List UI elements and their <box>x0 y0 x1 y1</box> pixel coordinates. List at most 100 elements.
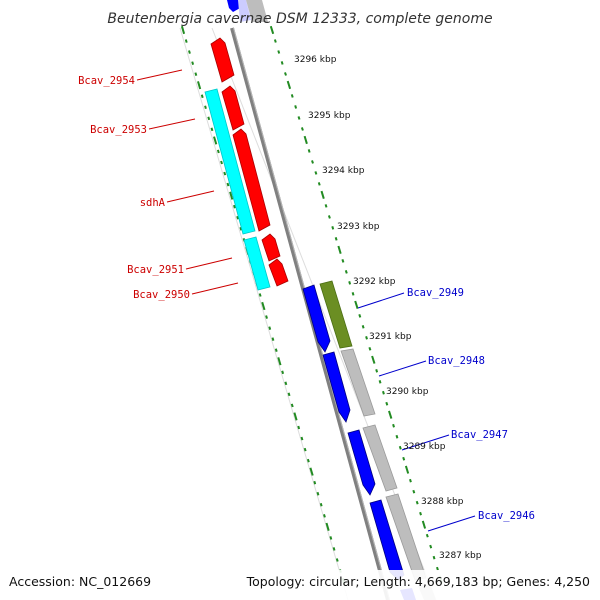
gene-arrow-sdha <box>232 128 271 232</box>
scale-dot <box>409 478 412 483</box>
scale-dot <box>273 39 277 43</box>
gene-label-bcav-2946[interactable]: Bcav_2946 <box>478 510 535 522</box>
scale-dot <box>317 182 321 186</box>
leader-bcav-2953 <box>148 118 196 130</box>
scale-dot <box>300 127 304 131</box>
forward-strand-features <box>302 280 436 600</box>
scale-dot <box>425 533 429 538</box>
leader-sdha <box>166 190 215 203</box>
cds-cyan-feature-short <box>243 236 271 291</box>
scale-dot <box>332 547 336 551</box>
scale-dot <box>351 292 355 296</box>
scale-dot <box>220 160 223 165</box>
leader-bcav-2949 <box>357 292 405 309</box>
scale-dot <box>323 514 326 518</box>
scale-dot <box>385 401 389 406</box>
gene-label-bcav-2953[interactable]: Bcav_2953 <box>90 124 147 136</box>
scale-dot <box>324 204 328 208</box>
scale-dot <box>280 61 284 65</box>
gene-label-bcav-2948[interactable]: Bcav_2948 <box>428 355 485 367</box>
kbp-label: 3296 kbp <box>294 55 337 65</box>
scale-dot <box>415 500 419 505</box>
kbp-label: 3288 kbp <box>421 497 464 507</box>
scale-dot <box>258 293 262 297</box>
scale-major-tick <box>180 25 186 35</box>
topology-label: Topology: circular; Length: 4,669,183 bp… <box>246 574 590 589</box>
scale-dot <box>284 72 287 76</box>
cds-cyan-feature-long <box>204 88 256 235</box>
scale-major-tick <box>303 135 308 145</box>
leader-bcav-2948 <box>378 360 427 377</box>
scale-dot <box>300 436 304 441</box>
scale-dot <box>412 489 416 494</box>
scale-dot <box>188 50 191 54</box>
label-leader-lines <box>136 69 476 532</box>
scale-major-tick <box>229 191 234 200</box>
top-grey-feature <box>246 0 268 22</box>
gene-arrow-bcav-2950 <box>268 258 289 287</box>
gene-label-bcav-2949[interactable]: Bcav_2949 <box>407 287 464 299</box>
scale-dot <box>216 149 220 154</box>
scale-dot <box>294 105 298 109</box>
scale-major-tick <box>421 520 427 529</box>
scale-dot <box>306 458 310 463</box>
scale-dot <box>361 325 365 329</box>
leader-bcav-2947 <box>401 434 450 451</box>
right-dotted-scale <box>269 25 443 584</box>
scale-major-tick <box>309 467 314 476</box>
top-lavender-feature <box>238 0 251 22</box>
gene-arrow-bcav-2953 <box>221 85 245 131</box>
scale-major-tick <box>320 190 325 199</box>
scale-major-tick <box>261 301 266 311</box>
scale-dot <box>303 447 307 452</box>
scale-major-tick <box>337 245 342 254</box>
feature-grey-bcav-2947 <box>362 424 398 492</box>
gene-label-bcav-2951[interactable]: Bcav_2951 <box>127 264 184 276</box>
leader-bcav-2951 <box>185 257 233 270</box>
scale-major-tick <box>325 522 330 531</box>
scale-dot <box>432 555 436 560</box>
scale-dot <box>210 127 214 132</box>
kbp-label: 3287 kbp <box>439 551 482 561</box>
accession-label: Accession: NC_012669 <box>9 574 151 589</box>
kbp-label: 3295 kbp <box>308 111 351 121</box>
scale-dot <box>334 237 338 241</box>
scale-dot <box>358 313 362 318</box>
kbp-label: 3293 kbp <box>337 222 380 232</box>
gene-arrow-bcav-2951 <box>261 233 281 262</box>
kbp-label: 3291 kbp <box>369 332 412 342</box>
gene-label-bcav-2954[interactable]: Bcav_2954 <box>78 75 135 87</box>
scale-dot <box>436 566 439 571</box>
top-partial-features <box>227 0 268 22</box>
gene-label-bcav-2947[interactable]: Bcav_2947 <box>451 429 508 441</box>
kbp-label: 3292 kbp <box>353 277 396 287</box>
scale-dot <box>316 491 320 496</box>
scale-major-tick <box>388 410 393 419</box>
scale-dot <box>184 39 188 43</box>
scale-dot <box>402 456 406 461</box>
map-title: Beutenbergia cavernae DSM 12333, complet… <box>107 11 492 27</box>
top-blue-feature <box>227 0 242 12</box>
scale-dot <box>327 215 331 219</box>
scale-dot <box>290 403 294 408</box>
scale-dot <box>223 171 227 176</box>
leader-bcav-2950 <box>191 282 239 295</box>
scale-dot <box>378 380 382 384</box>
scale-dot <box>329 536 333 540</box>
scale-dot <box>290 94 294 98</box>
feature-grey-bcav-2948 <box>340 348 376 417</box>
scale-dot <box>274 348 278 352</box>
scale-dot <box>314 171 318 175</box>
scale-dot <box>313 480 317 485</box>
gene-label-sdha[interactable]: sdhA <box>140 197 166 209</box>
scale-dot <box>392 423 395 428</box>
gene-arrow-bcav-2948 <box>322 351 351 423</box>
gene-label-bcav-2950[interactable]: Bcav_2950 <box>133 289 190 301</box>
scale-dot <box>284 381 288 386</box>
scale-dot <box>365 336 368 340</box>
gene-arrow-bcav-2947 <box>347 429 376 496</box>
scale-major-tick <box>269 25 275 35</box>
leader-bcav-2954 <box>136 69 183 81</box>
scale-dot <box>207 116 211 121</box>
